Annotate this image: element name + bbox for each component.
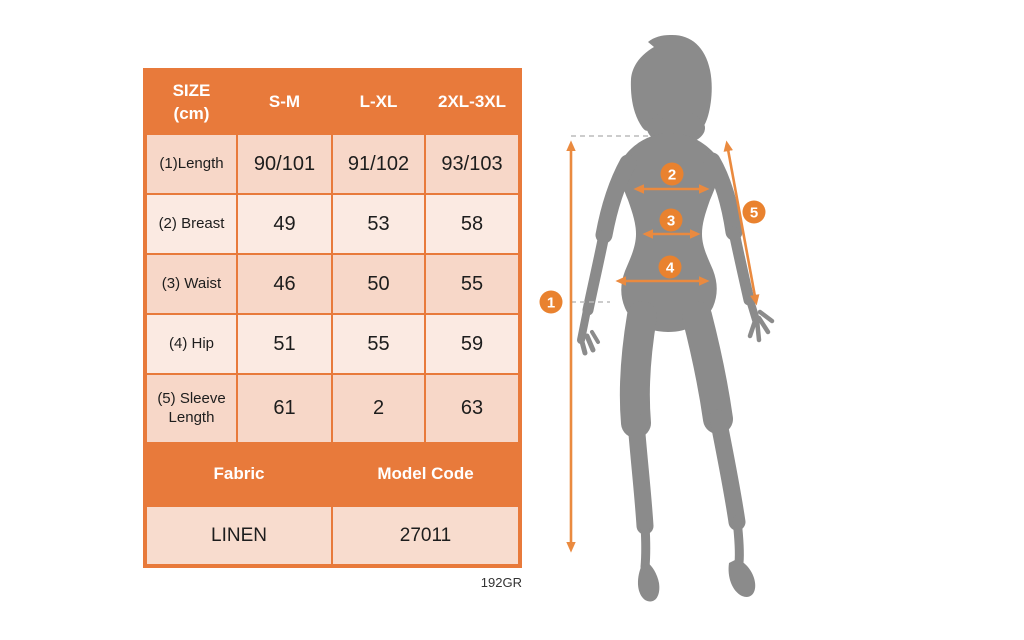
weight-note: 192GR: [480, 575, 522, 590]
badge-1-circle: [539, 290, 563, 314]
left-finger-2: [584, 333, 596, 353]
measurement-badges: 1 2 3 4 5: [539, 162, 766, 314]
left-finger-1: [578, 335, 588, 356]
badge-4-label: 4: [666, 260, 675, 277]
row-waist-label: (3) Waist: [147, 255, 236, 313]
badge-2-circle: [660, 162, 684, 186]
left-forearm: [582, 229, 610, 316]
left-finger-3: [590, 330, 600, 344]
badge-3-label: 3: [667, 213, 675, 230]
breast-s-m: 49: [238, 195, 331, 253]
badge-5-circle: [742, 200, 766, 224]
right-calf: [709, 409, 746, 531]
right-upper-arm: [703, 152, 743, 241]
table-col-header-s-m: S-M: [238, 72, 331, 133]
table-footer-header-fabric: Fabric: [147, 444, 331, 505]
measure-badge-5: 5: [742, 200, 766, 224]
right-finger-2: [754, 317, 762, 343]
breast-l-xl: 53: [333, 195, 424, 253]
sleeve-2xl-3xl: 63: [426, 375, 518, 442]
badge-1-label: 1: [547, 295, 555, 312]
right-forearm: [728, 226, 755, 306]
table-footer-header-model-code: Model Code: [333, 444, 518, 505]
body-silhouette-icon: [577, 34, 775, 602]
waist-2xl-3xl: 55: [426, 255, 518, 313]
hip-s-m: 51: [238, 315, 331, 373]
fabric-value: LINEN: [147, 507, 331, 564]
right-thigh: [682, 301, 733, 434]
right-foot: [728, 559, 756, 597]
table-col-header-l-xl: L-XL: [333, 72, 424, 133]
measure-badge-4: 4: [658, 255, 682, 279]
left-hand: [577, 306, 591, 344]
waist-s-m: 46: [238, 255, 331, 313]
left-ankle: [640, 520, 651, 572]
measure-badge-1: 1: [539, 290, 563, 314]
hip-2xl-3xl: 59: [426, 315, 518, 373]
measurement-guides: [571, 135, 650, 303]
table-col-header-size: SIZE (cm): [147, 72, 236, 133]
table-col-header-2xl-3xl: 2XL-3XL: [426, 72, 518, 133]
row-sleeve-label: (5) Sleeve Length: [147, 375, 236, 442]
measurement-figure: 1 2 3 4 5: [539, 34, 775, 602]
sleeve-l-xl: 2: [333, 375, 424, 442]
sleeve-arrow: [723, 140, 760, 306]
row-length-label: (1)Length: [147, 135, 236, 193]
row-breast-label: (2) Breast: [147, 195, 236, 253]
size-table: SIZE (cm) S-M L-XL 2XL-3XL (1)Length 90/…: [143, 68, 522, 568]
measurement-arrows: [566, 140, 760, 553]
right-ankle: [732, 515, 744, 568]
badge-5-label: 5: [750, 205, 758, 222]
right-finger-3: [756, 315, 771, 335]
breast-2xl-3xl: 58: [426, 195, 518, 253]
badge-2-label: 2: [668, 167, 676, 184]
sleeve-s-m: 61: [238, 375, 331, 442]
length-s-m: 90/101: [238, 135, 331, 193]
right-finger-4: [757, 309, 775, 324]
measure-badge-3: 3: [659, 208, 683, 232]
length-l-xl: 91/102: [333, 135, 424, 193]
measure-badge-2: 2: [660, 162, 684, 186]
left-foot: [637, 563, 660, 602]
badge-4-circle: [658, 255, 682, 279]
left-calf: [627, 413, 654, 535]
model-code-value: 27011: [333, 507, 518, 564]
left-upper-arm: [595, 154, 637, 244]
left-thigh: [619, 301, 657, 438]
waist-l-xl: 50: [333, 255, 424, 313]
length-2xl-3xl: 93/103: [426, 135, 518, 193]
badge-3-circle: [659, 208, 683, 232]
hip-l-xl: 55: [333, 315, 424, 373]
row-hip-label: (4) Hip: [147, 315, 236, 373]
